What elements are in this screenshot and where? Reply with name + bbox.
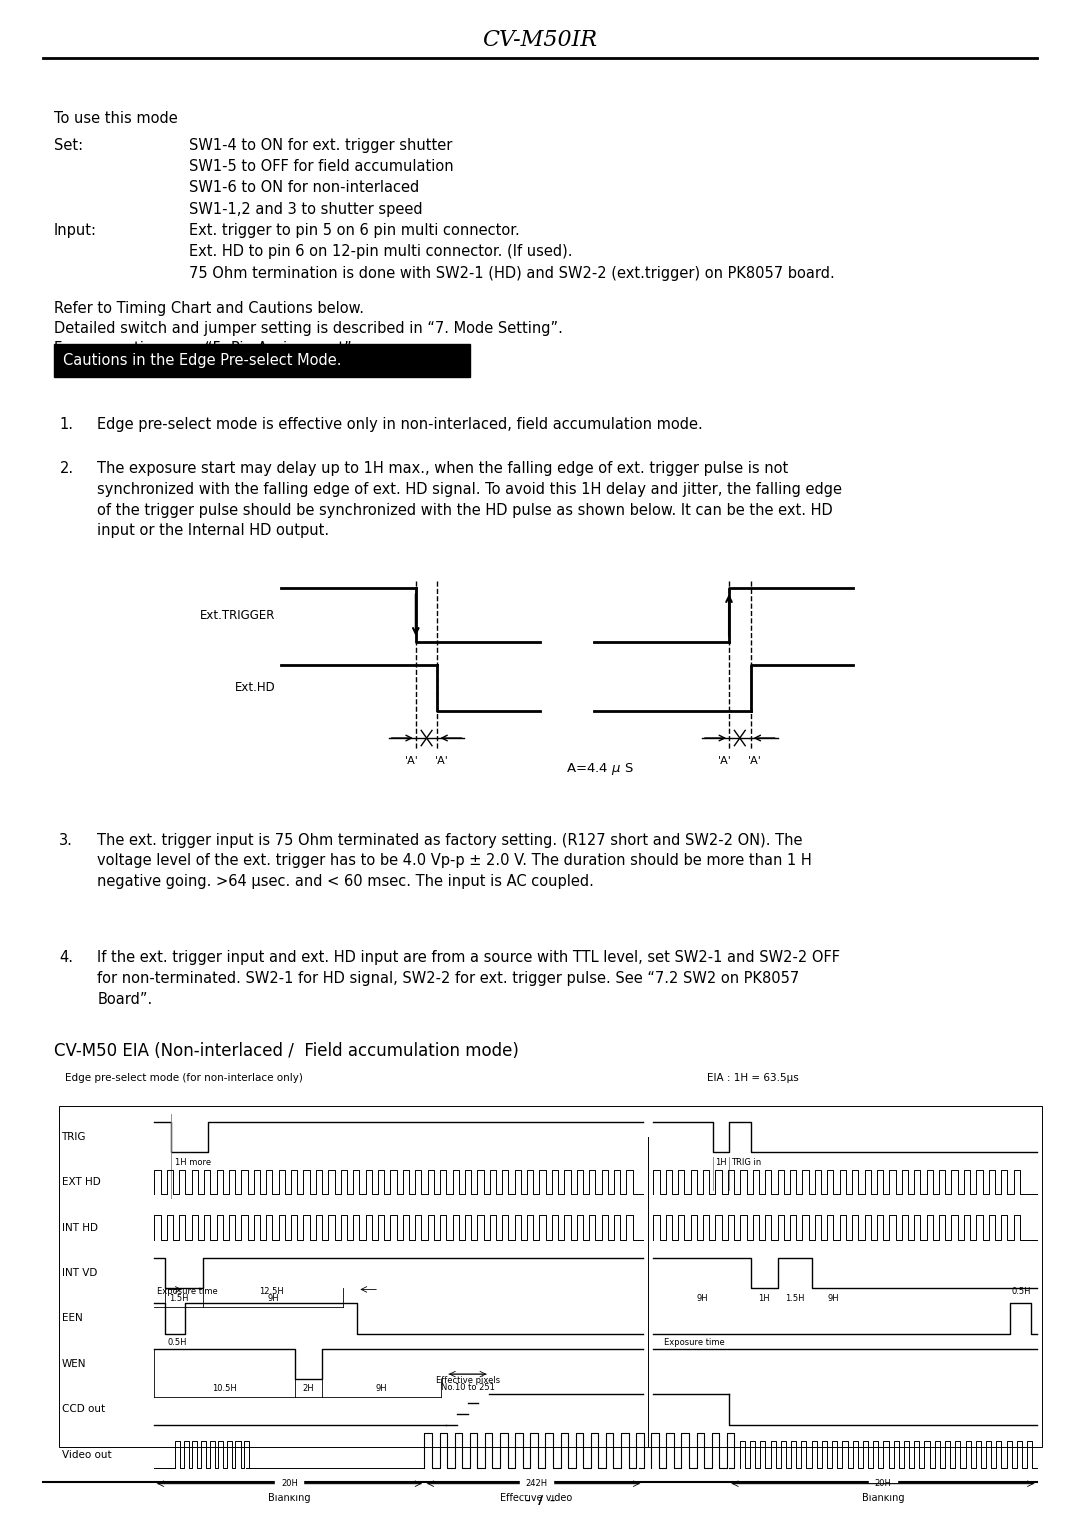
Text: Edge pre-select mode (for non-interlace only): Edge pre-select mode (for non-interlace … xyxy=(65,1073,302,1083)
Text: voltage level of the ext. trigger has to be 4.0 Vp-p ± 2.0 V. The duration shoul: voltage level of the ext. trigger has to… xyxy=(97,853,812,868)
Text: 242H: 242H xyxy=(525,1479,548,1488)
Text: 4.: 4. xyxy=(59,950,73,966)
Text: 9H: 9H xyxy=(697,1294,707,1303)
Text: Ext.TRIGGER: Ext.TRIGGER xyxy=(200,608,275,622)
Text: - 7 -: - 7 - xyxy=(525,1493,555,1508)
Text: EEN: EEN xyxy=(62,1314,82,1323)
Text: 2.: 2. xyxy=(59,461,73,477)
Text: INT HD: INT HD xyxy=(62,1222,97,1233)
Text: for non-terminated. SW2-1 for HD signal, SW2-2 for ext. trigger pulse. See “7.2 : for non-terminated. SW2-1 for HD signal,… xyxy=(97,972,799,986)
Text: For connections see “5. Pin Assignment”.: For connections see “5. Pin Assignment”. xyxy=(54,341,356,356)
Text: CV-M50IR: CV-M50IR xyxy=(483,29,597,50)
Text: 1.5H: 1.5H xyxy=(168,1294,189,1303)
Text: TRIG in: TRIG in xyxy=(731,1158,761,1167)
Text: Exposure time: Exposure time xyxy=(157,1287,217,1296)
Text: No.10 to 251: No.10 to 251 xyxy=(441,1383,495,1392)
Text: 'A': 'A' xyxy=(435,756,448,767)
Text: input or the Internal HD output.: input or the Internal HD output. xyxy=(97,523,329,538)
Text: 1.: 1. xyxy=(59,417,73,432)
Text: 10.5H: 10.5H xyxy=(213,1384,237,1392)
Text: 1.5H: 1.5H xyxy=(785,1294,805,1303)
Text: SW1-4 to ON for ext. trigger shutter: SW1-4 to ON for ext. trigger shutter xyxy=(189,138,453,153)
Text: synchronized with the falling edge of ext. HD signal. To avoid this 1H delay and: synchronized with the falling edge of ex… xyxy=(97,483,842,497)
Text: Effective video: Effective video xyxy=(500,1493,572,1504)
Text: 12.5H: 12.5H xyxy=(259,1287,283,1296)
Text: Exposure time: Exposure time xyxy=(664,1339,725,1348)
Text: INT VD: INT VD xyxy=(62,1268,97,1277)
Text: negative going. >64 μsec. and < 60 msec. The input is AC coupled.: negative going. >64 μsec. and < 60 msec.… xyxy=(97,874,594,889)
Text: The ext. trigger input is 75 Ohm terminated as factory setting. (R127 short and : The ext. trigger input is 75 Ohm termina… xyxy=(97,833,802,848)
Text: Ext.HD: Ext.HD xyxy=(234,681,275,694)
Text: TRIG: TRIG xyxy=(62,1132,86,1141)
Text: CCD out: CCD out xyxy=(62,1404,105,1415)
Text: Edge pre-select mode is effective only in non-interlaced, field accumulation mod: Edge pre-select mode is effective only i… xyxy=(97,417,703,432)
Text: 1H more: 1H more xyxy=(175,1158,211,1167)
Text: The exposure start may delay up to 1H max., when the falling edge of ext. trigge: The exposure start may delay up to 1H ma… xyxy=(97,461,788,477)
Text: Ext. trigger to pin 5 on 6 pin multi connector.: Ext. trigger to pin 5 on 6 pin multi con… xyxy=(189,223,519,238)
Text: Set:: Set: xyxy=(54,138,83,153)
Text: Detailed switch and jumper setting is described in “7. Mode Setting”.: Detailed switch and jumper setting is de… xyxy=(54,321,563,336)
Text: 2H: 2H xyxy=(302,1384,314,1392)
Text: 20H: 20H xyxy=(281,1479,298,1488)
Text: Video out: Video out xyxy=(62,1450,111,1459)
Text: If the ext. trigger input and ext. HD input are from a source with TTL level, se: If the ext. trigger input and ext. HD in… xyxy=(97,950,840,966)
Text: 0.5H: 0.5H xyxy=(167,1339,187,1348)
Text: EIA : 1H = 63.5μs: EIA : 1H = 63.5μs xyxy=(707,1073,799,1083)
Text: Blanking: Blanking xyxy=(862,1493,904,1504)
Text: of the trigger pulse should be synchronized with the HD pulse as shown below. It: of the trigger pulse should be synchroni… xyxy=(97,503,833,518)
Text: 20H: 20H xyxy=(875,1479,891,1488)
Text: A=4.4 $\mu$ S: A=4.4 $\mu$ S xyxy=(566,761,633,776)
Text: 1H: 1H xyxy=(715,1158,727,1167)
Text: EXT HD: EXT HD xyxy=(62,1177,100,1187)
Text: 9H: 9H xyxy=(828,1294,839,1303)
Text: Board”.: Board”. xyxy=(97,992,152,1007)
Text: Effective pixels: Effective pixels xyxy=(435,1375,500,1384)
Text: Blanking: Blanking xyxy=(268,1493,311,1504)
Text: 'A': 'A' xyxy=(718,756,731,767)
Text: 3.: 3. xyxy=(59,833,73,848)
Text: To use this mode: To use this mode xyxy=(54,112,178,125)
Text: SW1-6 to ON for non-interlaced: SW1-6 to ON for non-interlaced xyxy=(189,180,419,196)
Text: SW1-5 to OFF for field accumulation: SW1-5 to OFF for field accumulation xyxy=(189,159,454,174)
Text: 9H: 9H xyxy=(376,1384,387,1392)
Text: Ext. HD to pin 6 on 12-pin multi connector. (If used).: Ext. HD to pin 6 on 12-pin multi connect… xyxy=(189,244,572,260)
Text: Input:: Input: xyxy=(54,223,97,238)
Text: 'A': 'A' xyxy=(748,756,761,767)
Text: Cautions in the Edge Pre-select Mode.: Cautions in the Edge Pre-select Mode. xyxy=(63,353,341,368)
Text: SW1-1,2 and 3 to shutter speed: SW1-1,2 and 3 to shutter speed xyxy=(189,202,422,217)
Text: 9H: 9H xyxy=(268,1294,279,1303)
Bar xyxy=(54,344,470,377)
Text: CV-M50 EIA (Non-interlaced /  Field accumulation mode): CV-M50 EIA (Non-interlaced / Field accum… xyxy=(54,1042,518,1060)
Text: 1H: 1H xyxy=(758,1294,770,1303)
Text: WEN: WEN xyxy=(62,1358,86,1369)
Text: Refer to Timing Chart and Cautions below.: Refer to Timing Chart and Cautions below… xyxy=(54,301,364,316)
Text: 75 Ohm termination is done with SW2-1 (HD) and SW2-2 (ext.trigger) on PK8057 boa: 75 Ohm termination is done with SW2-1 (H… xyxy=(189,266,835,281)
Text: 0.5H: 0.5H xyxy=(1012,1287,1031,1296)
Text: 'A': 'A' xyxy=(405,756,418,767)
Bar xyxy=(59,1106,1042,1447)
